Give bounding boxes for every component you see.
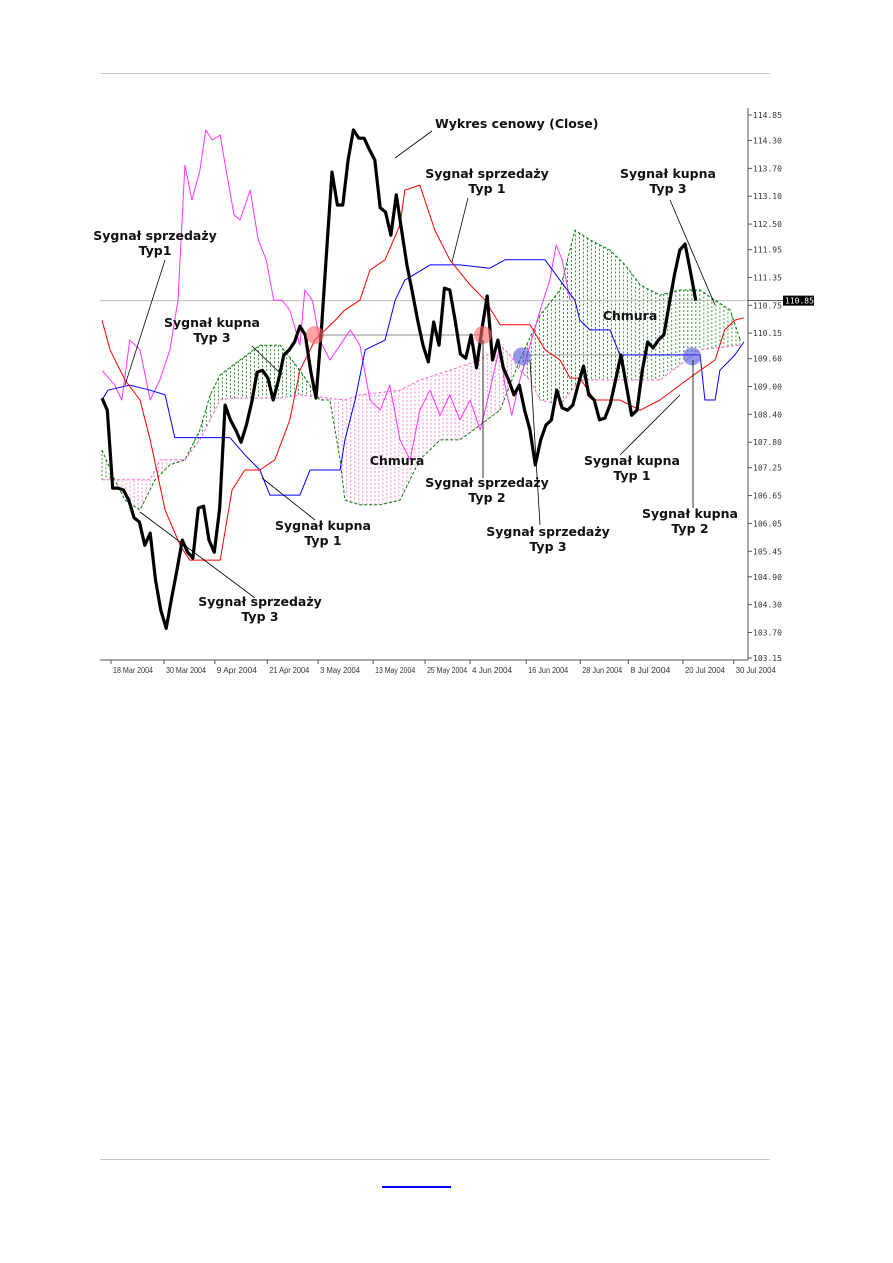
senkou-span-b-line [102, 344, 741, 481]
x-tick-label: 4 Jun 2004 [472, 666, 513, 675]
annotation-line: Sygnał kupna [584, 453, 680, 468]
y-tick-label: 104.90 [753, 573, 782, 582]
annotation-label: Sygnał sprzedaży Typ 3 [198, 594, 322, 624]
annotation-line: Typ1 [139, 243, 172, 258]
x-tick-label: 20 Jul 2004 [685, 666, 726, 675]
buy-signal-marker [512, 347, 531, 366]
annotation-label: Chmura [603, 308, 658, 323]
annotation-label: Sygnał kupna Typ 1 [275, 518, 371, 548]
y-tick-label: 114.30 [753, 137, 782, 146]
annotation-label: Sygnał kupna Typ 1 [584, 453, 680, 483]
x-tick-label: 30 Mar 2004 [166, 666, 206, 675]
annotation-line: Typ 2 [671, 521, 708, 536]
annotation-leader-line [529, 359, 541, 526]
annotation-leader-line [394, 130, 433, 159]
y-tick-label: 111.35 [753, 273, 782, 282]
annotation-line: Typ 1 [304, 533, 341, 548]
x-tick-label: 16 Jun 2004 [528, 666, 568, 675]
annotation-label: Sygnał sprzedaży Typ 2 [425, 475, 549, 505]
y-tick-label: 107.80 [753, 438, 782, 447]
y-tick-label: 109.60 [753, 355, 782, 364]
ichimoku-chart: 114.85 114.30 113.70 113.10 112.50 111.95 111.… [93, 108, 814, 675]
annotation-leader-line [619, 394, 681, 456]
close-price-line [100, 128, 698, 630]
annotation-line: Sygnał kupna [620, 166, 716, 181]
annotation-leader-line [124, 259, 166, 386]
y-tick-label: 105.45 [753, 547, 782, 556]
annotation-line: Chmura [370, 453, 425, 468]
annotation-label: Sygnał sprzedaży Typ 1 [425, 166, 549, 196]
annotation-line: Sygnał sprzedaży [486, 524, 610, 539]
annotation-label: Sygnał kupna Typ 3 [164, 315, 260, 345]
y-tick-label: 113.70 [753, 164, 782, 173]
annotation-label: Wykres cenowy (Close) [435, 116, 599, 131]
y-tick-label: 110.75 [753, 301, 782, 310]
annotation-leader-line [669, 199, 716, 306]
header-rule [100, 73, 770, 74]
annotation-line: Sygnał sprzedaży [425, 166, 549, 181]
y-tick-label: 106.05 [753, 519, 782, 528]
annotation-label: Sygnał sprzedaży Typ 3 [486, 524, 610, 554]
x-tick-label: 25 May 2004 [427, 666, 467, 675]
annotation-line: Sygnał kupna [642, 506, 738, 521]
last-price-box [783, 295, 814, 306]
annotation-label: Sygnał kupna Typ 2 [642, 506, 738, 536]
y-tick-label: 108.40 [753, 410, 782, 419]
buy-signal-marker [683, 347, 702, 366]
sell-signal-marker [473, 325, 492, 344]
annotation-line: Typ 3 [193, 330, 230, 345]
x-tick-label: 8 Jul 2004 [630, 666, 671, 675]
annotation-line: Typ 1 [613, 468, 650, 483]
annotation-line: Wykres cenowy (Close) [435, 116, 599, 131]
y-tick-label: 114.85 [753, 111, 782, 120]
y-tick-label: 113.10 [753, 192, 782, 201]
annotation-label: Sygnał kupna Typ 3 [620, 166, 716, 196]
annotation-leader-line [139, 511, 256, 599]
y-tick-label: 103.70 [753, 628, 782, 637]
kijun-sen-line [101, 259, 745, 496]
sell-signal-marker [305, 325, 324, 344]
x-tick-label: 9 Apr 2004 [217, 666, 258, 675]
annotation-line: Typ 3 [529, 539, 566, 554]
annotation-line: Typ 3 [241, 609, 278, 624]
last-price-label: 110.85 [785, 297, 814, 306]
cloud-hatch [101, 230, 741, 509]
y-tick-label: 109.00 [753, 383, 782, 392]
annotation-line: Sygnał sprzedaży [198, 594, 322, 609]
y-tick-label: 112.50 [753, 220, 782, 229]
x-tick-label: 18 Mar 2004 [113, 666, 153, 675]
y-tick-label: 110.15 [753, 329, 782, 338]
annotation-line: Typ 2 [468, 490, 505, 505]
x-tick-label: 3 May 2004 [320, 666, 361, 675]
annotation-label: Chmura [370, 453, 425, 468]
y-tick-label: 106.65 [753, 492, 782, 501]
annotation-line: Sygnał kupna [164, 315, 260, 330]
annotation-leader-line [261, 477, 316, 521]
annotation-leader-line [451, 197, 469, 263]
annotation-line: Typ 1 [468, 181, 505, 196]
senkou-span-a-line [101, 229, 741, 511]
annotation-line: Chmura [603, 308, 658, 323]
footer-rule [100, 1159, 770, 1160]
y-tick-label: 111.95 [753, 246, 782, 255]
annotation-leader-line [251, 345, 283, 376]
x-tick-label: 28 Jun 2004 [582, 666, 622, 675]
x-tick-label: 21 Apr 2004 [269, 666, 310, 675]
y-tick-label: 103.15 [753, 654, 782, 663]
x-tick-label: 30 Jul 2004 [736, 666, 777, 675]
x-tick-label: 13 May 2004 [375, 666, 415, 675]
annotation-line: Typ 3 [649, 181, 686, 196]
y-tick-label: 104.30 [753, 601, 782, 610]
footer-link[interactable] [382, 1186, 451, 1188]
annotation-line: Sygnał kupna [275, 518, 371, 533]
y-tick-label: 107.25 [753, 464, 782, 473]
annotation-label: Sygnał sprzedaży Typ1 [93, 228, 217, 258]
annotation-line: Sygnał sprzedaży [93, 228, 217, 243]
annotation-line: Sygnał sprzedaży [425, 475, 549, 490]
